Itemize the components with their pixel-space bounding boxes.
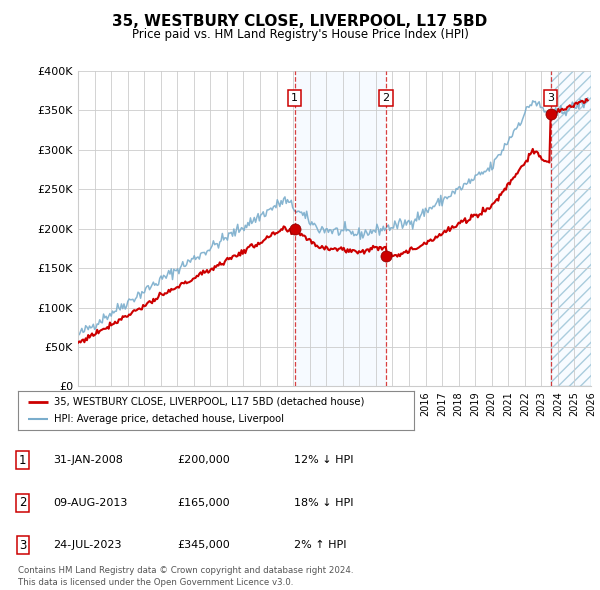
- Text: 09-AUG-2013: 09-AUG-2013: [53, 498, 127, 507]
- Text: Contains HM Land Registry data © Crown copyright and database right 2024.
This d: Contains HM Land Registry data © Crown c…: [18, 566, 353, 587]
- Text: £165,000: £165,000: [177, 498, 230, 507]
- Text: Price paid vs. HM Land Registry's House Price Index (HPI): Price paid vs. HM Land Registry's House …: [131, 28, 469, 41]
- Text: 3: 3: [547, 93, 554, 103]
- Text: HPI: Average price, detached house, Liverpool: HPI: Average price, detached house, Live…: [53, 414, 284, 424]
- Text: 12% ↓ HPI: 12% ↓ HPI: [294, 455, 353, 465]
- Text: £345,000: £345,000: [177, 540, 230, 550]
- Text: 1: 1: [19, 454, 26, 467]
- Text: 3: 3: [19, 539, 26, 552]
- Text: 24-JUL-2023: 24-JUL-2023: [53, 540, 121, 550]
- Text: 2: 2: [382, 93, 389, 103]
- Bar: [295, 71, 386, 386]
- Text: 35, WESTBURY CLOSE, LIVERPOOL, L17 5BD: 35, WESTBURY CLOSE, LIVERPOOL, L17 5BD: [112, 14, 488, 29]
- Text: 18% ↓ HPI: 18% ↓ HPI: [294, 498, 353, 507]
- Text: 2: 2: [19, 496, 26, 509]
- Text: £200,000: £200,000: [177, 455, 230, 465]
- Text: 2% ↑ HPI: 2% ↑ HPI: [294, 540, 347, 550]
- Bar: [551, 71, 591, 386]
- Bar: [551, 71, 591, 386]
- Text: 35, WESTBURY CLOSE, LIVERPOOL, L17 5BD (detached house): 35, WESTBURY CLOSE, LIVERPOOL, L17 5BD (…: [53, 396, 364, 407]
- Text: 31-JAN-2008: 31-JAN-2008: [53, 455, 122, 465]
- Text: 1: 1: [291, 93, 298, 103]
